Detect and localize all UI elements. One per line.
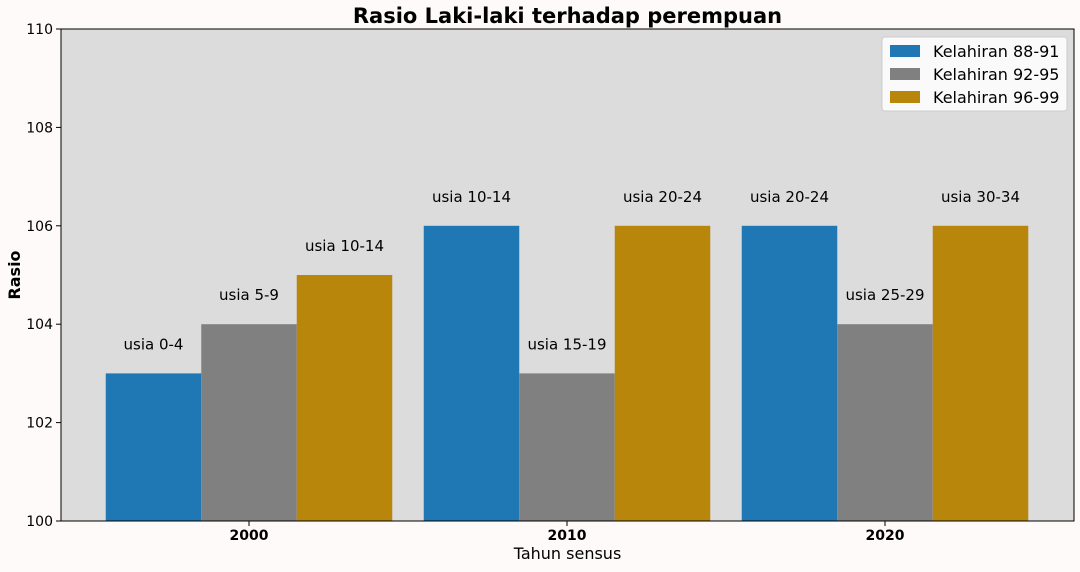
y-tick-label: 110 [26,22,53,38]
legend-label: Kelahiran 92-95 [933,65,1059,84]
plot-frame [60,28,1075,522]
data-label: usia 25-29 [845,286,924,304]
bar-kelahiran-92-95-2010 [519,373,615,521]
bar-kelahiran-88-91-2010 [423,225,520,522]
legend-swatch [890,45,920,57]
chart-title: Rasio Laki-laki terhadap perempuan [353,4,782,28]
data-label: usia 15-19 [527,335,606,353]
data-label: usia 10-14 [432,188,511,206]
y-tick-label: 108 [26,120,53,136]
legend-label: Kelahiran 96-99 [933,88,1059,107]
legend-box [881,36,1068,112]
data-label: usia 30-34 [941,188,1020,206]
axes-layer: 100 102 104 106 108 110 2000 2010 2020 [26,22,904,544]
data-labels-layer: usia 0-4 usia 10-14 usia 20-24 usia 5-9 usia… [124,188,1021,354]
bar-kelahiran-96-99-2020 [932,225,1029,522]
x-tick-label: 2020 [866,528,905,544]
data-label: usia 20-24 [750,188,829,206]
legend: Kelahiran 88-91 Kelahiran 92-95 Kelahiran … [881,36,1068,112]
bar-kelahiran-96-99-2000 [296,275,393,521]
bar-kelahiran-96-99-2010 [614,225,711,522]
x-tick-label: 2000 [230,528,269,544]
legend-swatch [890,68,920,80]
bar-kelahiran-92-95-2000 [201,324,297,521]
legend-swatch [890,91,920,103]
bar-kelahiran-88-91-2020 [741,225,838,522]
y-axis-title: Rasio [5,250,24,299]
data-label: usia 5-9 [219,286,279,304]
data-label: usia 0-4 [124,335,184,353]
x-tick-label: 2010 [548,528,587,544]
y-tick-label: 106 [26,219,53,235]
data-label: usia 10-14 [305,237,384,255]
x-axis-title: Tahun sensus [513,544,622,563]
bar-kelahiran-88-91-2000 [105,373,202,521]
bar-kelahiran-92-95-2020 [837,324,933,521]
y-tick-label: 100 [26,514,53,530]
y-tick-label: 102 [26,416,53,432]
y-tick-label: 104 [26,317,53,333]
data-label: usia 20-24 [623,188,702,206]
legend-label: Kelahiran 88-91 [933,42,1059,61]
bars-layer [105,225,1029,522]
